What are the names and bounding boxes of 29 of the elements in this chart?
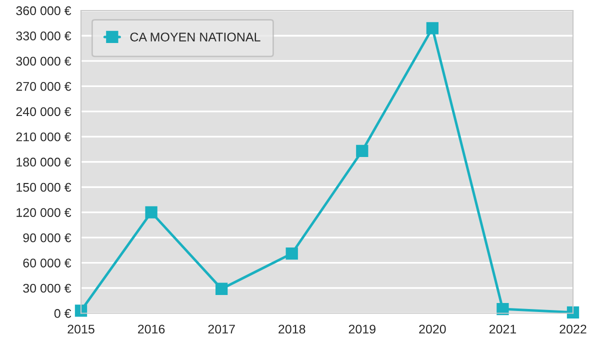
x-tick-label: 2018	[278, 324, 306, 334]
point	[215, 282, 228, 295]
y-tick-label: 30 000 €	[23, 284, 72, 293]
y-tick-label: 270 000 €	[16, 82, 72, 91]
y-tick-label: 210 000 €	[16, 132, 72, 142]
point	[145, 206, 158, 218]
y-tick-label: 0 €	[54, 309, 72, 318]
point	[356, 144, 368, 158]
y-tick-label: 60 000 €	[23, 258, 72, 268]
y-tick-label: 360 000 €	[16, 6, 72, 16]
y-tick-label: 240 000 €	[16, 107, 72, 116]
x-tick-label: 2015	[68, 324, 94, 334]
legend-label: CA MOYEN NATIONAL	[130, 32, 260, 42]
x-tick-label: 2021	[489, 324, 516, 334]
y-tick-label: 90 000 €	[23, 233, 72, 242]
x-tick-label: 2017	[208, 324, 235, 334]
y-tick-label: 330 000 €	[16, 32, 72, 40]
y-tick-label: 150 000 €	[16, 182, 72, 192]
y-tick-label: 120 000 €	[16, 208, 72, 217]
point	[496, 302, 509, 316]
x-tick-label: 2022	[560, 324, 586, 334]
y-tick-label: 180 000 €	[16, 158, 72, 167]
y-tick-label: 300 000 €	[16, 56, 72, 66]
point	[74, 304, 88, 317]
x-tick-label: 2020	[419, 324, 446, 334]
x-tick-label: 2019	[348, 324, 376, 334]
x-tick-label: 2016	[138, 324, 165, 334]
point	[286, 247, 298, 260]
point	[426, 22, 439, 34]
